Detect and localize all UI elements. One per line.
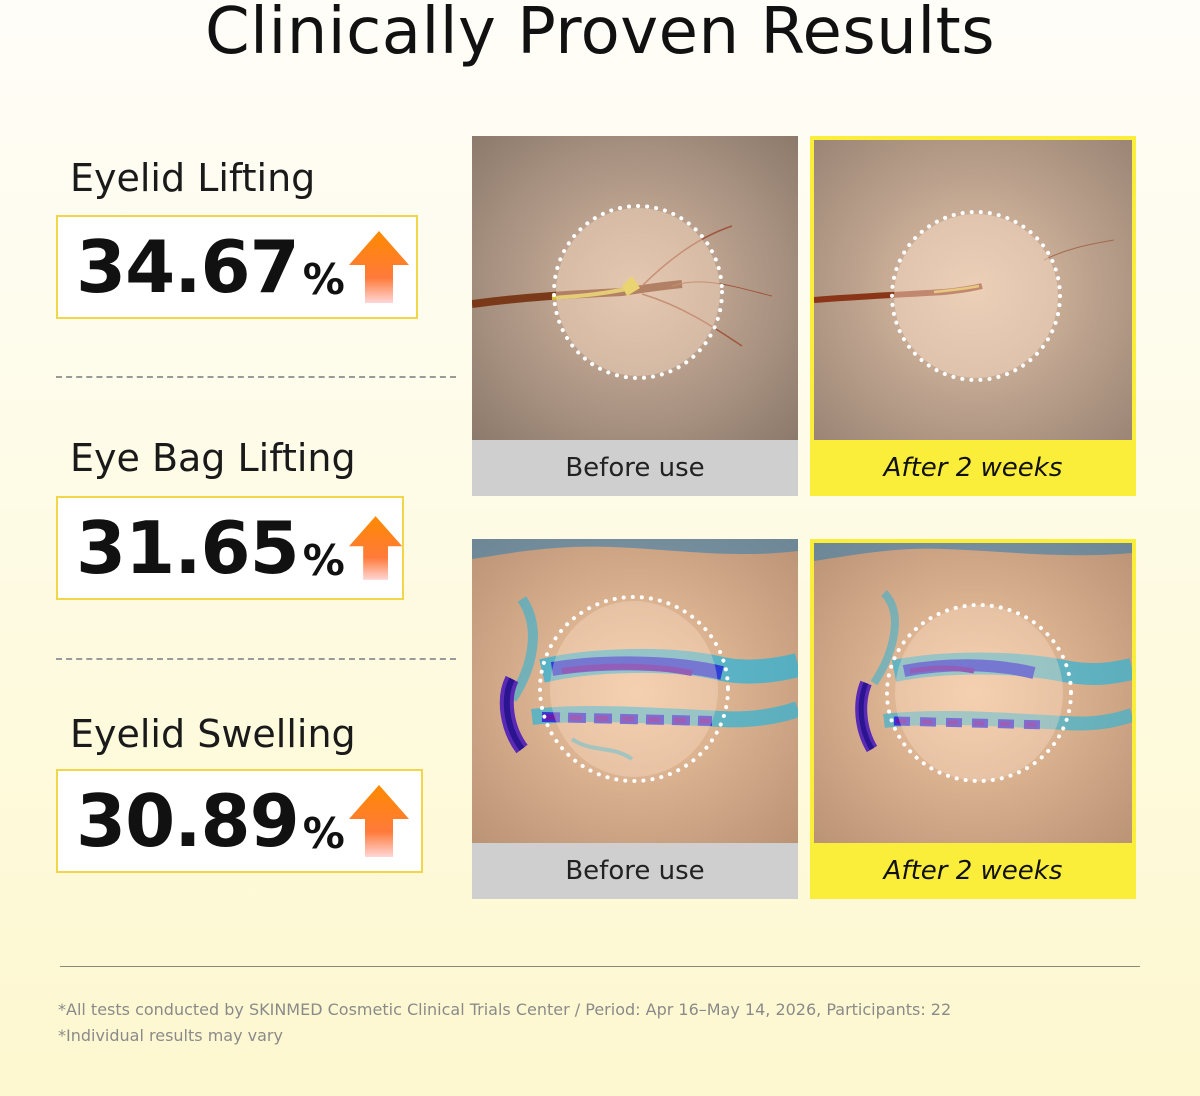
- metric-label-eyelid-swelling: Eyelid Swelling: [70, 712, 356, 756]
- before-caption: Before use: [472, 440, 798, 496]
- metric-value: 31.65: [76, 506, 300, 590]
- metric-unit: %: [302, 255, 345, 304]
- metric-box-eyelid-lifting: 34.67 %: [56, 215, 418, 319]
- after-photo-heatmap: After 2 weeks: [810, 539, 1136, 899]
- after-caption: After 2 weeks: [810, 440, 1136, 496]
- up-arrow-icon: [348, 231, 409, 303]
- heatmap-after-image: [814, 543, 1132, 843]
- before-photo-heatmap: Before use: [472, 539, 798, 899]
- metric-label-eyelid-lifting: Eyelid Lifting: [70, 156, 316, 200]
- divider: [56, 658, 456, 660]
- footnote-disclaimer: *Individual results may vary: [58, 1026, 283, 1045]
- after-caption: After 2 weeks: [810, 843, 1136, 899]
- heatmap-before-image: [472, 539, 798, 843]
- metric-unit: %: [302, 809, 345, 858]
- metric-value: 30.89: [76, 779, 300, 863]
- footer-divider: [60, 966, 1140, 967]
- metric-label-eye-bag-lifting: Eye Bag Lifting: [70, 436, 356, 480]
- page-title: Clinically Proven Results: [204, 0, 996, 69]
- skin-closeup-after-image: [814, 140, 1132, 440]
- skin-closeup-before-image: [472, 136, 798, 440]
- divider: [56, 376, 456, 378]
- before-caption: Before use: [472, 843, 798, 899]
- metric-box-eyelid-swelling: 30.89 %: [56, 769, 423, 873]
- footnote-trial-info: *All tests conducted by SKINMED Cosmetic…: [58, 1000, 952, 1019]
- up-arrow-icon: [348, 516, 402, 580]
- metric-unit: %: [302, 536, 345, 585]
- up-arrow-icon: [348, 785, 409, 857]
- before-photo-eyelid: Before use: [472, 136, 798, 496]
- metric-box-eye-bag-lifting: 31.65 %: [56, 496, 404, 600]
- metric-value: 34.67: [76, 225, 300, 309]
- after-photo-eyelid: After 2 weeks: [810, 136, 1136, 496]
